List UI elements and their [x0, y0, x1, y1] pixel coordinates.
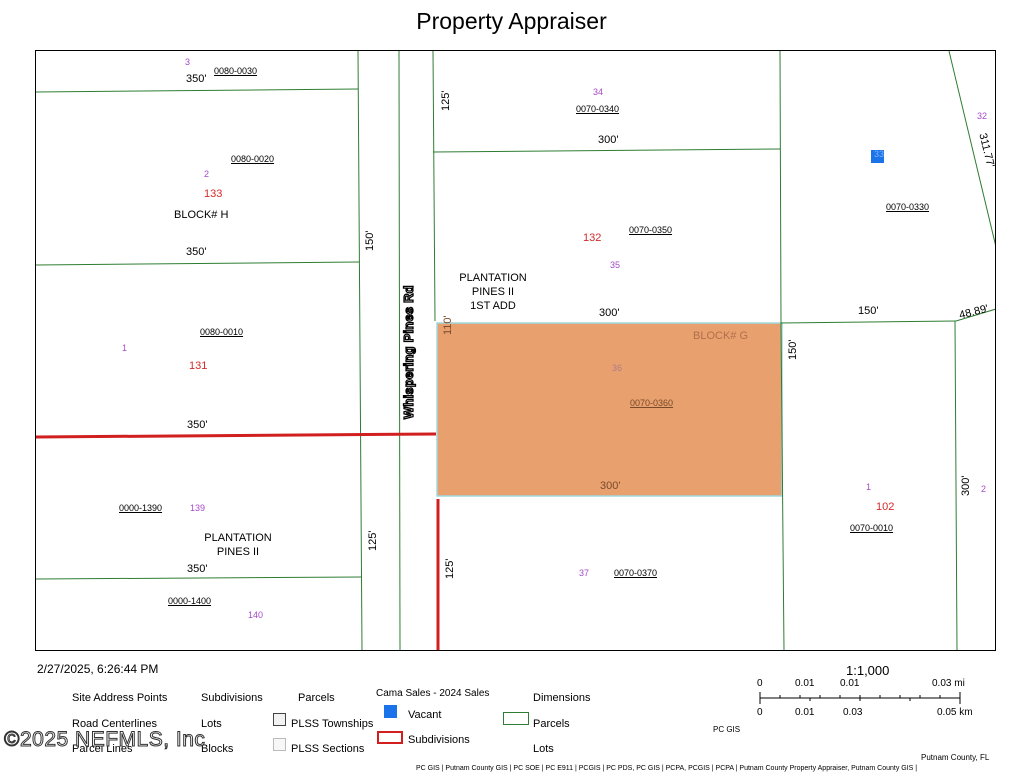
lot-number: 102 [876, 501, 895, 513]
dimension-label: 300' [960, 475, 972, 496]
legend-subdivisions2: Subdivisions [408, 734, 470, 746]
legend-parcels2: Parcels [533, 718, 570, 730]
dimension-label: 125' [444, 558, 456, 579]
dimension-label: 125' [440, 90, 452, 111]
selected-parcel [436, 322, 783, 497]
address-point: 1 [866, 482, 872, 492]
map-canvas[interactable]: 0080-0030 0080-0020 0080-0010 0000-1390 … [35, 50, 996, 651]
dimension-label: 125' [367, 530, 379, 551]
dimension-label: 350' [187, 419, 208, 431]
parcel-id[interactable]: 0070-0010 [850, 523, 894, 533]
dimension-label: 350' [186, 246, 207, 258]
scale-bar [759, 692, 961, 704]
subdivision-label: PLANTATION PINES II [204, 532, 272, 558]
dimension-label: 350' [187, 563, 208, 575]
address-point: 2 [981, 484, 987, 494]
legend-lots2: Lots [533, 743, 554, 755]
scale-km-0: 0 [757, 707, 763, 718]
dimension-label: 300' [598, 134, 619, 146]
legend-plss-townships: PLSS Townships [291, 718, 374, 730]
parcel-id[interactable]: 0080-0020 [231, 154, 275, 164]
legend-lots: Lots [201, 718, 222, 730]
scale-mi-2: 0.01 [840, 678, 860, 689]
credits: PC GIS | Putnam County GIS | PC SOE | PC… [416, 765, 918, 772]
pcgis-label: PC GIS [713, 725, 741, 734]
parcel-id[interactable]: 0070-0330 [886, 202, 930, 212]
lot-number: 131 [189, 360, 208, 372]
vacant-marker [871, 150, 884, 163]
dimension-label: 150' [364, 230, 376, 251]
address-point: 3 [185, 57, 191, 67]
address-point: 35 [610, 260, 621, 270]
parcel-id[interactable]: 0070-0340 [576, 104, 620, 114]
block-label: BLOCK# H [174, 209, 229, 221]
parcel-id[interactable]: 0080-0010 [200, 327, 244, 337]
page-title: Property Appraiser [416, 8, 607, 34]
dimension-label: 300' [600, 480, 621, 492]
plss-townships-swatch [273, 713, 286, 726]
legend-site-address-points: Site Address Points [72, 692, 168, 704]
scale-km-2: 0.03 [843, 707, 863, 718]
subdivision-label: PLANTATION PINES II 1ST ADD [459, 272, 527, 312]
scale-mi-3: 0.03 mi [932, 678, 965, 689]
address-point: 1 [122, 343, 128, 353]
parcel-id[interactable]: 0070-0370 [614, 568, 658, 578]
scale-mi-1: 0.01 [795, 678, 815, 689]
scale-km-1: 0.01 [795, 707, 815, 718]
plss-sections-swatch [273, 738, 286, 751]
legend-subdivisions: Subdivisions [201, 692, 263, 704]
vacant-swatch [384, 705, 397, 718]
legend-dimensions: Dimensions [533, 692, 591, 704]
scale-km-3: 0.05 km [937, 707, 973, 718]
legend-cama-sales: Cama Sales - 2024 Sales [376, 688, 490, 699]
dimension-label: 150' [858, 305, 879, 317]
map-lines [36, 51, 995, 650]
legend-vacant: Vacant [408, 709, 442, 721]
legend-blocks: Blocks [201, 743, 234, 755]
lot-number: 133 [204, 188, 223, 200]
address-point: 34 [593, 87, 604, 97]
watermark: ©2025 NEFMLS, Inc [3, 728, 206, 752]
address-point: 2 [204, 169, 210, 179]
parcel-id[interactable]: 0080-0030 [214, 66, 258, 76]
address-point: 139 [190, 503, 206, 513]
road-label: Whispering Pines Rd [400, 285, 416, 420]
legend-plss-sections: PLSS Sections [291, 743, 365, 755]
dimension-label: 110' [442, 315, 454, 335]
parcels-swatch [503, 712, 529, 725]
lot-number: 132 [583, 232, 602, 244]
dimension-label: 350' [186, 73, 207, 85]
scale-ratio: 1:1,000 [846, 663, 890, 678]
parcel-id[interactable]: 0070-0360 [630, 398, 674, 408]
address-point: 140 [248, 610, 264, 620]
address-point: 32 [977, 111, 988, 121]
county-label: Putnam County, FL [921, 753, 990, 762]
legend-parcel-lines: Parcel Lines [72, 743, 133, 755]
address-point: 37 [579, 568, 590, 578]
dimension-label: 150' [787, 339, 799, 360]
subdivisions-swatch [377, 731, 403, 744]
dimension-label: 300' [599, 307, 620, 319]
address-point: 33 [874, 149, 885, 159]
parcel-id[interactable]: 0000-1390 [119, 503, 163, 513]
parcel-id[interactable]: 0000-1400 [168, 596, 212, 606]
address-point: 36 [612, 363, 623, 373]
timestamp: 2/27/2025, 6:26:44 PM [37, 662, 159, 676]
scale-mi-0: 0 [757, 678, 763, 689]
parcel-id[interactable]: 0070-0350 [629, 225, 673, 235]
block-label: BLOCK# G [693, 330, 749, 342]
legend-parcels: Parcels [298, 692, 335, 704]
legend-road-centerlines: Road Centerlines [72, 718, 157, 730]
